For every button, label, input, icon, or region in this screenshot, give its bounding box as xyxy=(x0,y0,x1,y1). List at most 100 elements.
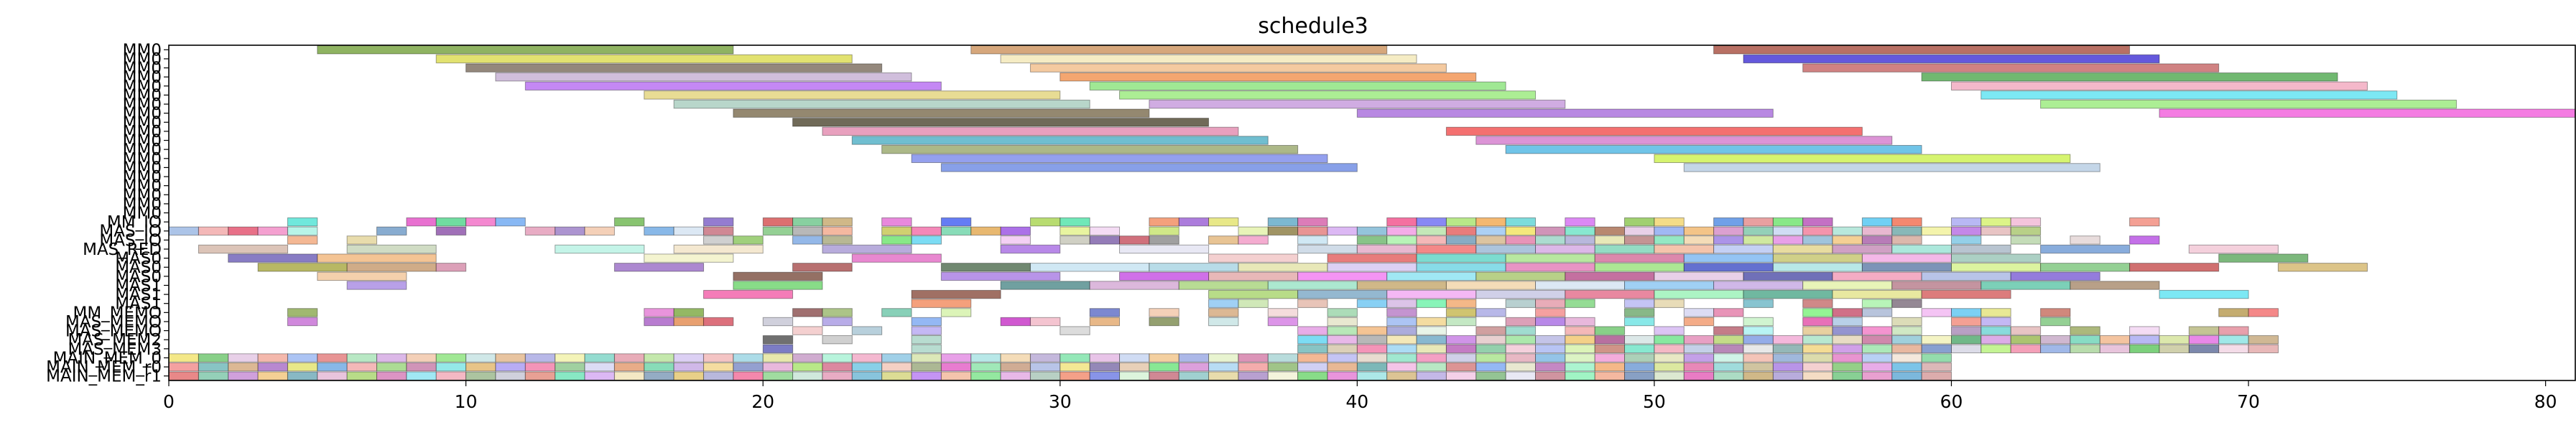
task-bar xyxy=(1594,353,1626,363)
task-bar xyxy=(1921,335,1952,345)
task-bar xyxy=(1475,136,1893,145)
task-bar xyxy=(1535,371,1566,380)
task-bar xyxy=(911,362,942,372)
task-bar xyxy=(1565,289,1655,299)
task-bar xyxy=(1951,263,2042,272)
task-bar xyxy=(1386,362,1417,372)
task-bar xyxy=(1535,353,1566,363)
task-bar xyxy=(2188,344,2220,354)
task-bar xyxy=(1445,335,1477,345)
task-bar xyxy=(2159,335,2190,345)
task-bar xyxy=(1060,235,1090,245)
task-bar xyxy=(1416,371,1447,380)
task-bar xyxy=(1475,235,1506,245)
task-bar xyxy=(1445,126,1863,136)
task-bar xyxy=(1802,335,1833,345)
task-bar xyxy=(1119,371,1150,380)
task-bar xyxy=(2070,335,2100,345)
task-bar xyxy=(228,226,259,236)
task-bar xyxy=(911,317,942,327)
task-bar xyxy=(970,45,1388,55)
task-bar xyxy=(346,371,378,380)
task-bar xyxy=(1029,217,1061,227)
task-bar xyxy=(940,362,972,372)
task-bar xyxy=(1327,226,1358,236)
task-bar xyxy=(1505,145,1922,154)
task-bar xyxy=(673,371,704,380)
task-bar xyxy=(1060,226,1090,236)
task-bar xyxy=(1683,226,1715,236)
task-bar xyxy=(1861,226,1893,236)
task-bar xyxy=(228,371,259,380)
task-bar xyxy=(1565,344,1595,354)
task-bar xyxy=(1297,344,1328,354)
task-bar xyxy=(1445,371,1477,380)
task-bar xyxy=(287,317,318,327)
task-bar xyxy=(1832,362,1863,372)
task-bar xyxy=(376,226,407,236)
task-bar xyxy=(1624,217,1655,227)
y-tick-label: MAIN_MEM_0 xyxy=(53,349,162,368)
task-bar xyxy=(1654,271,1744,281)
task-bar xyxy=(1297,362,1328,372)
task-bar xyxy=(1297,217,1328,227)
task-bar xyxy=(2099,335,2131,345)
task-bar xyxy=(881,145,1299,154)
task-bar xyxy=(2159,344,2190,354)
task-bar xyxy=(1683,235,1715,245)
task-bar xyxy=(851,326,883,335)
x-tick-label: 50 xyxy=(1643,391,1666,412)
task-bar xyxy=(881,308,912,317)
task-bar xyxy=(1980,344,2011,354)
task-bar xyxy=(1951,317,1982,327)
task-bar xyxy=(1802,308,1833,317)
task-bar xyxy=(1000,54,1417,64)
task-bar xyxy=(1594,371,1626,380)
task-bar xyxy=(911,371,942,380)
task-bar xyxy=(1000,362,1031,372)
task-bar xyxy=(168,362,199,372)
task-bar xyxy=(733,371,764,380)
task-bar xyxy=(1149,226,1180,236)
task-bar xyxy=(1980,90,2398,100)
y-tick-label: MAS0 xyxy=(115,268,162,286)
y-tick-label: MM0 xyxy=(123,186,162,205)
task-bar xyxy=(1208,317,1239,327)
task-bar xyxy=(1772,263,1863,272)
task-bar xyxy=(1624,226,1655,236)
task-bar xyxy=(1089,371,1120,380)
task-bar xyxy=(2040,244,2131,254)
task-bar xyxy=(1416,335,1447,345)
task-bar xyxy=(1565,326,1595,335)
task-bar xyxy=(435,371,467,380)
task-bar xyxy=(1505,326,1537,335)
task-bar xyxy=(1475,308,1506,317)
task-bar xyxy=(644,371,675,380)
task-bar xyxy=(1832,244,1893,254)
task-bar xyxy=(1208,308,1239,317)
task-bar xyxy=(1743,371,1774,380)
y-tick-label: MAS1 xyxy=(115,286,162,304)
task-bar xyxy=(1951,244,2011,254)
task-bar xyxy=(911,335,942,345)
task-bar xyxy=(703,371,734,380)
task-bar xyxy=(1535,299,1566,308)
task-bar xyxy=(1861,344,1893,354)
task-bar xyxy=(881,235,912,245)
task-bar xyxy=(2129,326,2160,335)
task-bar xyxy=(1654,362,1685,372)
task-bar xyxy=(613,353,645,363)
task-bar xyxy=(1565,271,1655,281)
task-bar xyxy=(851,136,1269,145)
task-bar xyxy=(1327,326,1358,335)
task-bar xyxy=(1029,362,1061,372)
task-bar xyxy=(1891,335,1922,345)
task-bar xyxy=(495,73,912,82)
task-bar xyxy=(703,353,734,363)
task-bar xyxy=(970,353,1001,363)
task-bar xyxy=(1743,271,1833,281)
x-axis: 0 10 20 30 40 50 60 70 80 xyxy=(163,380,2557,412)
task-bar xyxy=(287,371,318,380)
task-bar xyxy=(168,371,199,380)
task-bar xyxy=(1029,63,1447,73)
